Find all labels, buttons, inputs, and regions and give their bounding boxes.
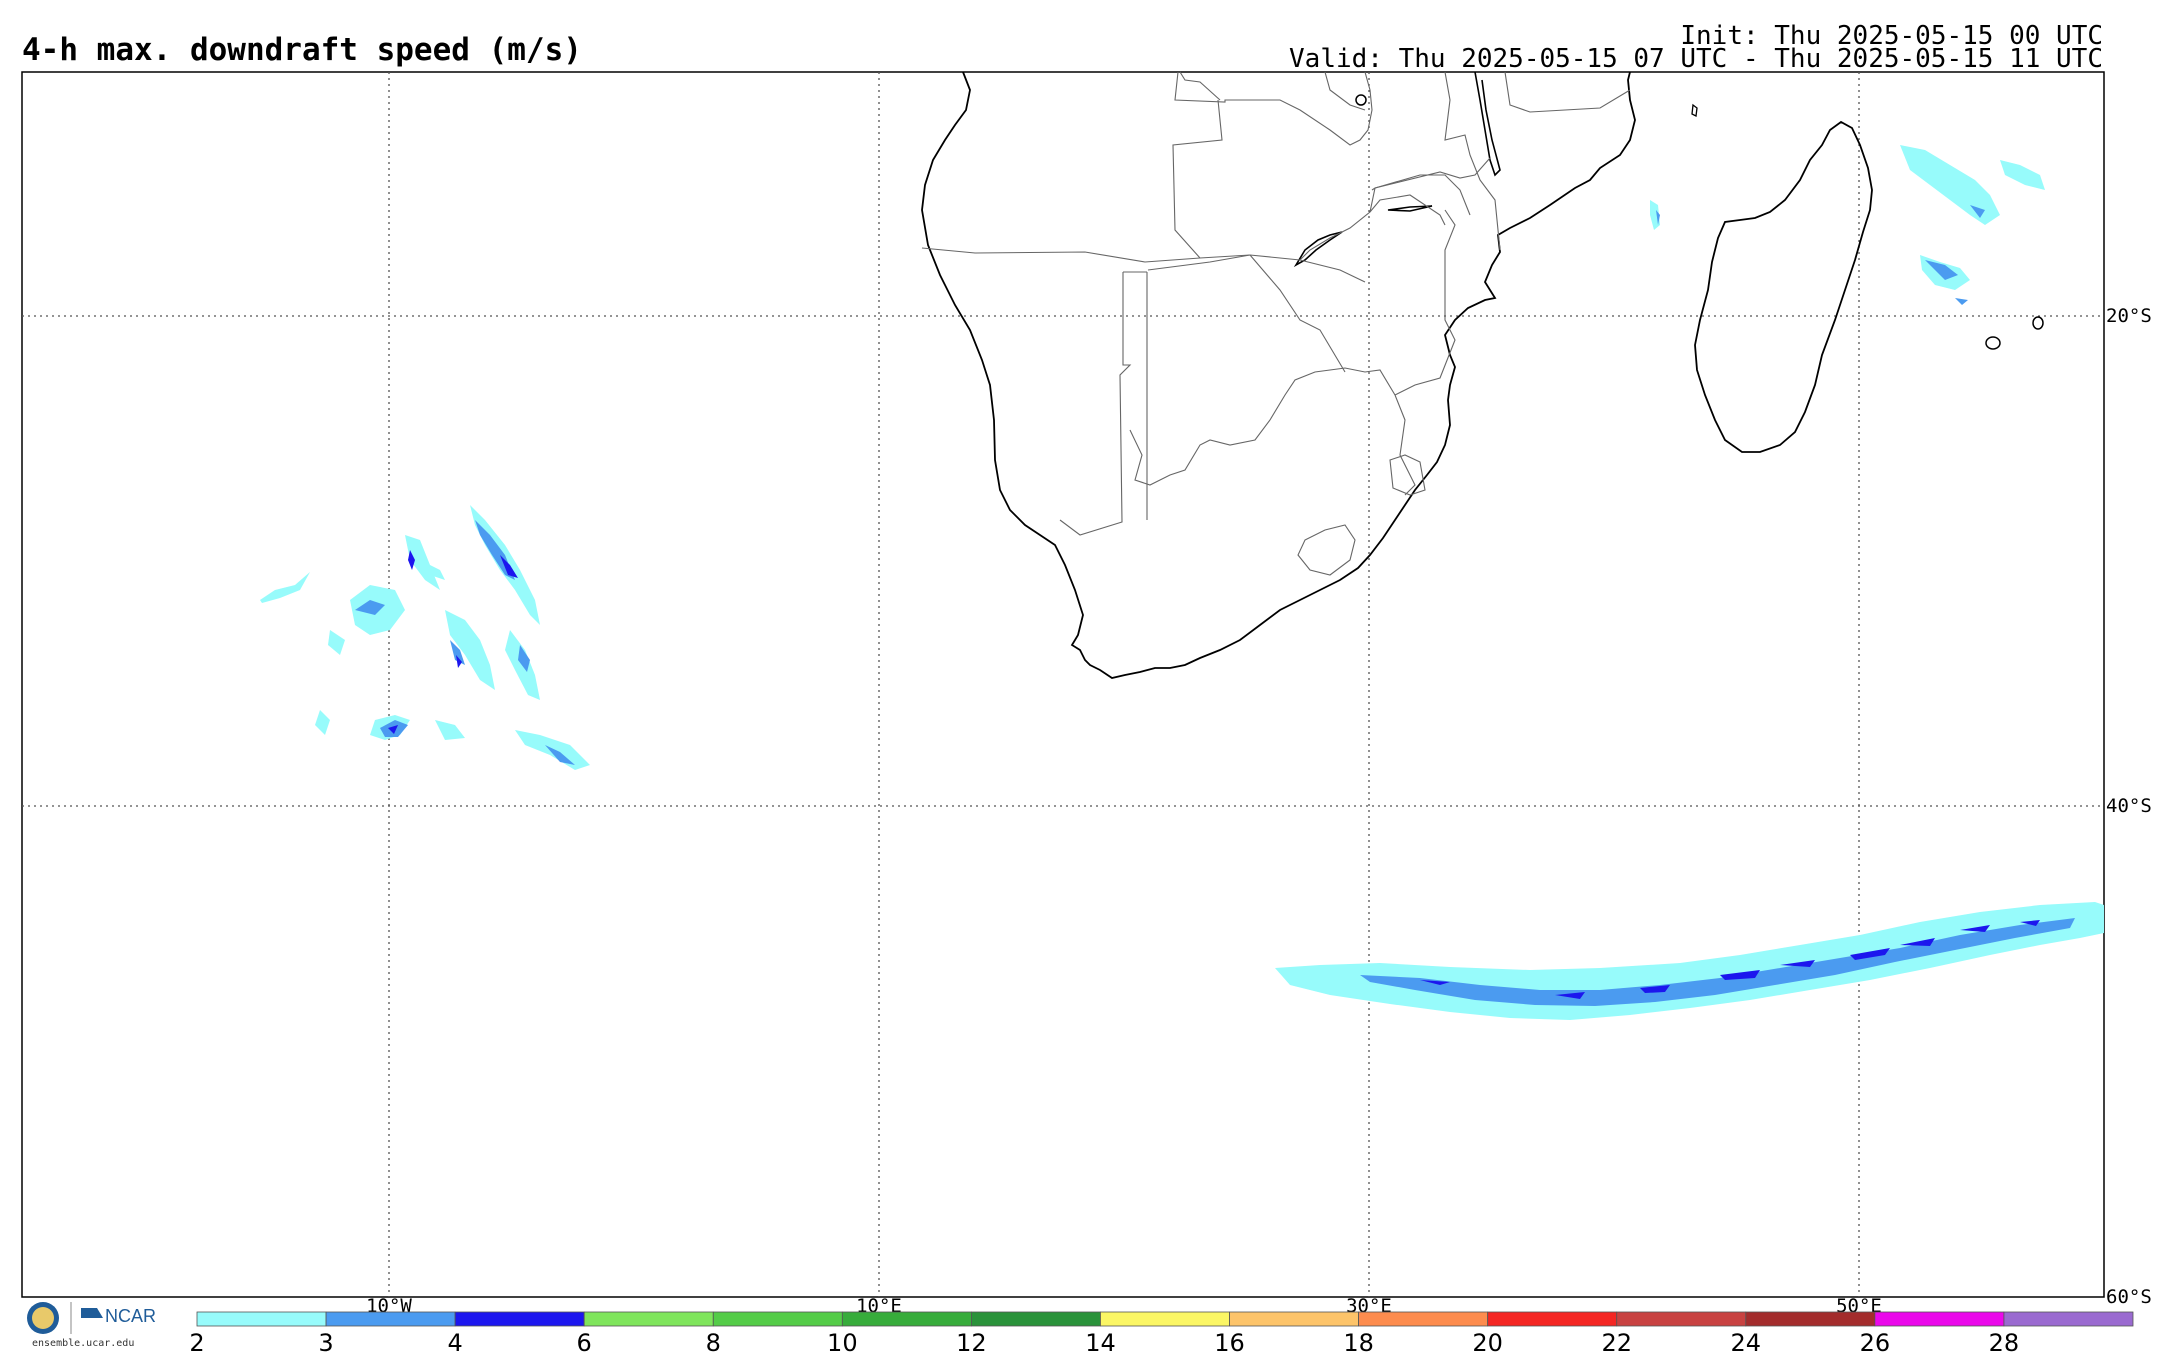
colorbar-tick-label: 12 <box>956 1329 987 1354</box>
colorbar-swatch <box>971 1311 1101 1327</box>
lon-label-10e: 10°E <box>856 1295 902 1317</box>
map-frame <box>21 71 2105 1298</box>
colorbar-tick-label: 8 <box>706 1329 721 1354</box>
colorbar-tick-label: 10 <box>827 1329 858 1354</box>
colorbar-swatch <box>2003 1311 2134 1327</box>
colorbar-tick-label: 18 <box>1343 1329 1374 1354</box>
lon-label-50e: 50°E <box>1836 1295 1882 1317</box>
comoros-island <box>1691 103 1698 117</box>
colorbar-swatch <box>1229 1311 1359 1327</box>
africa-coastline <box>921 71 1636 679</box>
colorbar-swatch <box>1745 1311 1876 1327</box>
lake-island <box>1355 94 1367 106</box>
colorbar-swatch <box>454 1311 585 1327</box>
madagascar-coastline <box>1694 120 1873 453</box>
ncar-wordmark: NCAR <box>105 1306 156 1326</box>
colorbar-swatch <box>1358 1311 1489 1327</box>
lake-cahora-bassa <box>1387 205 1433 212</box>
colorbar-tick-label: 6 <box>577 1329 592 1354</box>
nsf-logo: NCAR <box>27 1302 156 1334</box>
colorbar-swatch <box>1874 1311 2005 1327</box>
colorbar-tick-label: 22 <box>1601 1329 1632 1354</box>
downdraft-cluster-west <box>260 505 590 770</box>
lat-label-20s: 20°S <box>2106 305 2152 327</box>
colorbar-tick-label: 4 <box>447 1329 462 1354</box>
country-borders <box>921 71 1631 576</box>
lon-label-30e: 30°E <box>1346 1295 1392 1317</box>
colorbar-tick-label: 16 <box>1214 1329 1245 1354</box>
lat-label-40s: 40°S <box>2106 795 2152 817</box>
init-time: Init: Thu 2025-05-15 00 UTC <box>1680 21 2103 51</box>
colorbar-swatch <box>1487 1311 1618 1327</box>
map-title: 4-h max. downdraft speed (m/s) <box>22 32 582 68</box>
lake-kariba <box>1293 231 1343 268</box>
colorbar-swatch <box>1100 1311 1230 1327</box>
site-url: ensemble.ucar.edu <box>32 1338 135 1349</box>
reunion-island <box>1985 336 2001 350</box>
colorbar-tick-label: 24 <box>1731 1329 1762 1354</box>
valid-time: Valid: Thu 2025-05-15 07 UTC - Thu 2025-… <box>1289 44 2103 74</box>
gridlines <box>22 72 2104 1297</box>
colorbar: 2 3 4 6 8 10 12 14 16 18 20 22 24 26 28 <box>189 1311 2134 1354</box>
downdraft-cluster-east <box>1650 145 2045 305</box>
colorbar-tick-label: 14 <box>1085 1329 1116 1354</box>
colorbar-swatch <box>325 1311 456 1327</box>
colorbar-swatch <box>196 1311 327 1327</box>
colorbar-swatch <box>841 1311 972 1327</box>
ncar-logo: NCAR <box>25 1298 165 1354</box>
ncar-mark-icon <box>81 1308 103 1318</box>
colorbar-tick-label: 28 <box>1989 1329 2020 1354</box>
lon-label-10w: 10°W <box>366 1295 412 1317</box>
colorbar-swatch <box>583 1311 714 1327</box>
mauritius-island <box>2032 316 2044 330</box>
colorbar-tick-label: 2 <box>189 1329 204 1354</box>
downdraft-band-south <box>1275 902 2104 1020</box>
colorbar-swatch <box>712 1311 843 1327</box>
lat-label-60s: 60°S <box>2106 1286 2152 1308</box>
colorbar-tick-label: 26 <box>1860 1329 1891 1354</box>
lake-malawi <box>1474 71 1501 177</box>
colorbar-tick-label: 20 <box>1472 1329 1503 1354</box>
colorbar-tick-label: 3 <box>318 1329 333 1354</box>
colorbar-swatch <box>1616 1311 1747 1327</box>
